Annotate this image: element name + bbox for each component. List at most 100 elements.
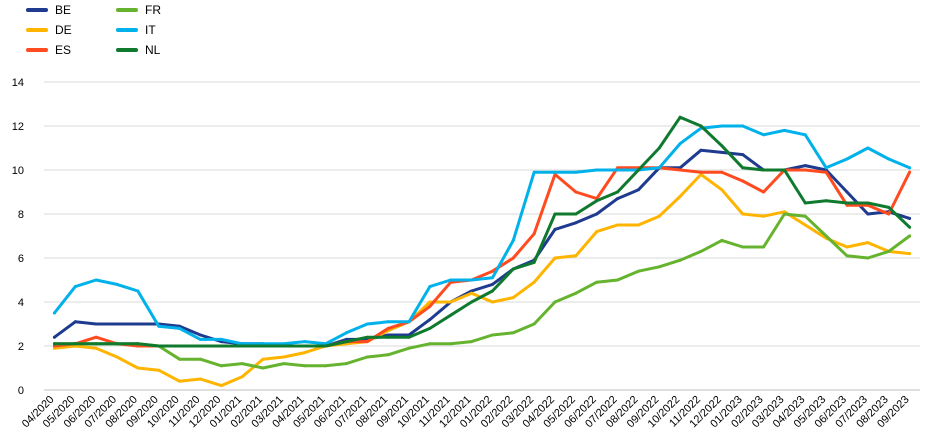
- data-point: [657, 166, 661, 170]
- data-point: [720, 188, 724, 192]
- data-point: [782, 128, 786, 132]
- data-point: [240, 362, 244, 366]
- legend: BE DE ES FR IT NL: [26, 3, 161, 57]
- data-point: [428, 300, 432, 304]
- data-point: [699, 170, 703, 174]
- data-point: [553, 227, 557, 231]
- data-point: [52, 311, 56, 315]
- data-point: [490, 269, 494, 273]
- data-point: [657, 265, 661, 269]
- data-point: [908, 252, 912, 256]
- legend-item-fr: FR: [116, 3, 161, 17]
- data-point: [344, 362, 348, 366]
- data-point: [282, 355, 286, 359]
- data-point: [741, 212, 745, 216]
- data-point: [845, 201, 849, 205]
- data-point: [887, 205, 891, 209]
- data-point: [470, 289, 474, 293]
- data-point: [741, 166, 745, 170]
- data-point: [52, 342, 56, 346]
- data-point: [803, 223, 807, 227]
- legend-label: FR: [145, 3, 161, 17]
- data-point: [449, 313, 453, 317]
- data-point: [198, 333, 202, 337]
- data-point: [449, 342, 453, 346]
- data-point: [699, 249, 703, 253]
- data-point: [511, 267, 515, 271]
- data-point: [178, 326, 182, 330]
- data-point: [908, 170, 912, 174]
- data-point: [887, 249, 891, 253]
- data-point: [303, 344, 307, 348]
- data-point: [136, 322, 140, 326]
- data-point: [574, 221, 578, 225]
- data-point: [303, 340, 307, 344]
- data-point: [386, 353, 390, 357]
- data-point: [511, 331, 515, 335]
- data-point: [762, 190, 766, 194]
- data-point: [365, 322, 369, 326]
- data-point: [720, 170, 724, 174]
- data-point: [386, 320, 390, 324]
- data-point: [845, 245, 849, 249]
- data-point: [219, 337, 223, 341]
- data-point: [741, 179, 745, 183]
- series-it: [52, 124, 912, 346]
- data-point: [532, 260, 536, 264]
- data-point: [428, 342, 432, 346]
- data-point: [532, 170, 536, 174]
- data-point: [616, 168, 620, 172]
- data-point: [198, 357, 202, 361]
- data-point: [511, 256, 515, 260]
- data-point: [678, 258, 682, 262]
- data-point: [636, 168, 640, 172]
- series-fr: [52, 212, 912, 370]
- data-point: [866, 256, 870, 260]
- series-lines: [52, 115, 912, 388]
- data-point: [240, 344, 244, 348]
- data-point: [490, 333, 494, 337]
- data-point: [428, 285, 432, 289]
- data-point: [115, 322, 119, 326]
- data-point: [616, 223, 620, 227]
- y-tick-label: 14: [12, 77, 24, 89]
- data-point: [720, 144, 724, 148]
- data-point: [365, 355, 369, 359]
- data-point: [178, 344, 182, 348]
- data-point: [157, 324, 161, 328]
- data-point: [595, 280, 599, 284]
- data-point: [407, 335, 411, 339]
- data-point: [470, 340, 474, 344]
- y-tick-label: 12: [12, 121, 24, 133]
- data-point: [803, 168, 807, 172]
- data-point: [616, 190, 620, 194]
- data-point: [282, 362, 286, 366]
- data-point: [470, 278, 474, 282]
- legend-label: DE: [55, 23, 72, 37]
- data-point: [616, 197, 620, 201]
- data-point: [198, 377, 202, 381]
- data-point: [866, 212, 870, 216]
- legend-item-nl: NL: [116, 43, 161, 57]
- data-point: [52, 335, 56, 339]
- legend-label: NL: [145, 43, 161, 57]
- legend-label: BE: [55, 3, 71, 17]
- data-point: [73, 320, 77, 324]
- data-point: [344, 340, 348, 344]
- data-point: [803, 214, 807, 218]
- data-point: [762, 245, 766, 249]
- data-point: [699, 124, 703, 128]
- data-point: [824, 170, 828, 174]
- data-point: [574, 170, 578, 174]
- data-point: [782, 168, 786, 172]
- data-point: [908, 225, 912, 229]
- data-point: [73, 285, 77, 289]
- data-point: [115, 282, 119, 286]
- data-point: [908, 234, 912, 238]
- data-point: [574, 212, 578, 216]
- data-point: [178, 357, 182, 361]
- data-point: [741, 245, 745, 249]
- data-point: [762, 133, 766, 137]
- data-point: [261, 366, 265, 370]
- data-point: [511, 296, 515, 300]
